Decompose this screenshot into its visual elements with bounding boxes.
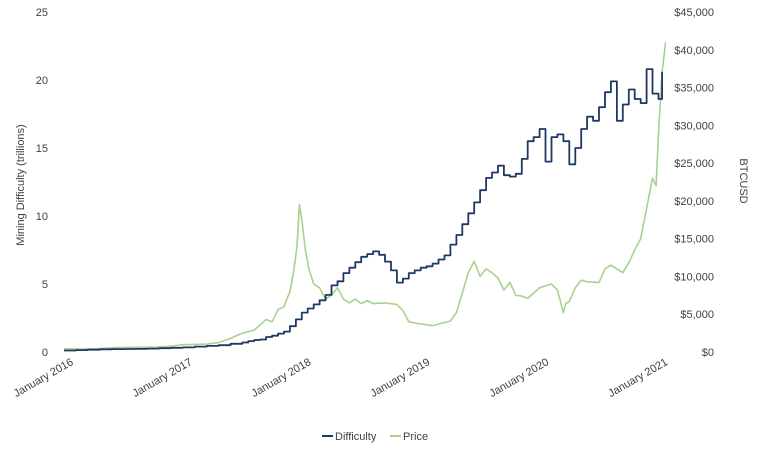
y2-tick-label-7: $35,000 [674,83,714,95]
series-line-difficulty [64,68,663,352]
y2-tick-label-3: $15,000 [674,234,714,246]
y2-tick-label-8: $40,000 [674,45,714,57]
y-axis-title: Mining Difficulty (trillions) [15,124,27,245]
y-tick-label-2: 10 [36,211,48,223]
x-tick-label-1: January 2017 [131,356,195,400]
y2-tick-label-4: $20,000 [674,196,714,208]
y2-tick-label-5: $25,000 [674,158,714,170]
y-tick-label-0: 0 [42,347,48,359]
series-line-price [63,42,667,350]
y-tick-label-5: 25 [36,7,48,19]
legend: Difficulty Price [322,431,428,443]
x-tick-label-3: January 2019 [368,356,432,400]
y-tick-label-1: 5 [42,279,48,291]
y-tick-label-4: 20 [36,75,48,87]
x-tick-label-2: January 2018 [250,356,314,400]
y2-tick-label-6: $30,000 [674,120,714,132]
x-tick-label-5: January 2021 [606,356,670,400]
y-tick-label-3: 15 [36,143,48,155]
x-tick-label-0: January 2016 [12,356,76,400]
series-layer [63,42,667,352]
legend-label-price: Price [403,431,428,443]
y2-tick-label-1: $5,000 [680,309,714,321]
x-axis-ticks: January 2016 January 2017 January 2018 Janu… [12,356,670,400]
legend-label-difficulty: Difficulty [335,431,377,443]
y2-tick-label-2: $10,000 [674,271,714,283]
x-tick-label-4: January 2020 [487,356,551,400]
y2-tick-label-9: $45,000 [674,7,714,19]
y2-tick-label-0: $0 [702,347,714,359]
right-axis-ticks: $0 $5,000 $10,000 $15,000 $20,000 $25,000 $30,… [674,7,714,359]
y2-axis-title: BTCUSD [737,158,749,203]
left-axis-ticks: 0 5 10 15 20 25 [36,7,48,359]
